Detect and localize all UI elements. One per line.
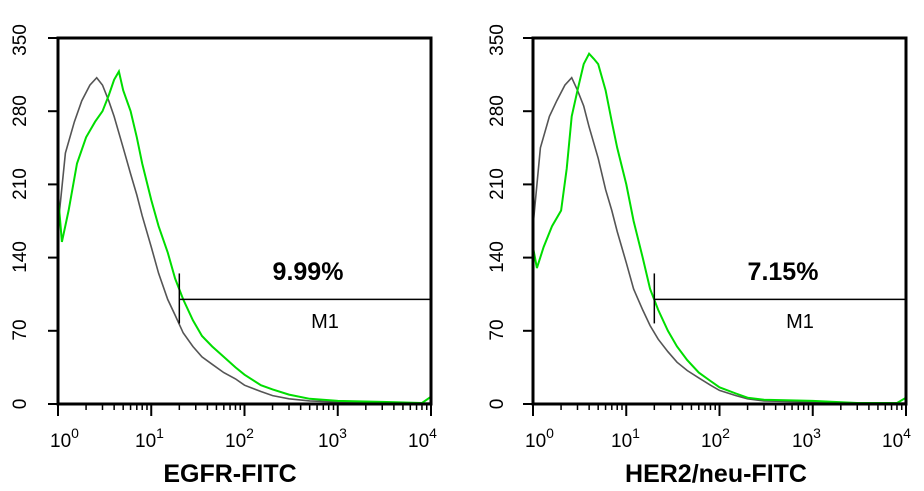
x-tick-labels-2: 100 101 102 103 104 [525, 425, 911, 452]
plot-frame-1 [56, 36, 433, 406]
y-tick-label: 350 [487, 24, 508, 56]
x-tick-label: 104 [408, 425, 437, 452]
marker-layer-1 [178, 273, 431, 324]
x-tick-label: 104 [882, 425, 911, 452]
x-tick-labels-1: 100 101 102 103 104 [50, 425, 437, 452]
x-tick-label: 102 [225, 425, 254, 452]
y-tick-label: 210 [487, 168, 508, 200]
y-tick-labels-1: 0 70 140 210 280 350 [10, 24, 31, 409]
x-axis-label-2: HER2/neu-FITC [625, 460, 807, 488]
panel-her2: 7.15% M1 0 70 140 210 280 350 100 101 10… [487, 24, 911, 488]
y-tick-label: 0 [10, 399, 31, 410]
y-tick-label: 280 [10, 95, 31, 127]
plot-frame-2 [531, 36, 908, 406]
y-tick-label: 140 [487, 241, 508, 273]
x-ticks-1 [57, 404, 432, 416]
marker-label-1: M1 [311, 311, 339, 333]
series-line-isotype [532, 76, 906, 404]
y-tick-label: 0 [487, 399, 508, 410]
y-tick-label: 280 [487, 95, 508, 127]
series-line-isotype [57, 76, 431, 404]
x-tick-label: 100 [525, 425, 554, 452]
plot-area-1 [48, 36, 433, 416]
x-tick-label: 103 [318, 425, 347, 452]
x-axis-label-1: EGFR-FITC [163, 460, 296, 488]
marker-label-2: M1 [786, 311, 814, 333]
series-line-stained [57, 68, 432, 405]
y-tick-label: 70 [487, 319, 508, 340]
y-tick-label: 70 [10, 319, 31, 340]
x-tick-label: 103 [792, 425, 821, 452]
x-tick-label: 100 [50, 425, 79, 452]
series-line-stained [532, 51, 907, 404]
y-tick-label: 210 [10, 168, 31, 200]
plot-area-2 [523, 36, 908, 416]
y-ticks-2 [523, 37, 533, 405]
marker-percent-2: 7.15% [748, 258, 819, 286]
series-layer-2 [532, 51, 907, 404]
x-tick-label: 102 [701, 425, 730, 452]
marker-percent-1: 9.99% [273, 258, 344, 286]
marker-layer-2 [653, 273, 906, 324]
y-tick-labels-2: 0 70 140 210 280 350 [487, 24, 508, 409]
x-ticks-2 [532, 404, 907, 416]
x-tick-label: 101 [611, 425, 640, 452]
x-tick-label: 101 [135, 425, 164, 452]
series-layer-1 [57, 68, 432, 405]
y-tick-label: 140 [10, 241, 31, 273]
y-ticks-1 [48, 37, 58, 405]
panel-egfr: 9.99% M1 0 70 140 210 280 350 100 101 10… [10, 24, 437, 488]
y-tick-label: 350 [10, 24, 31, 56]
